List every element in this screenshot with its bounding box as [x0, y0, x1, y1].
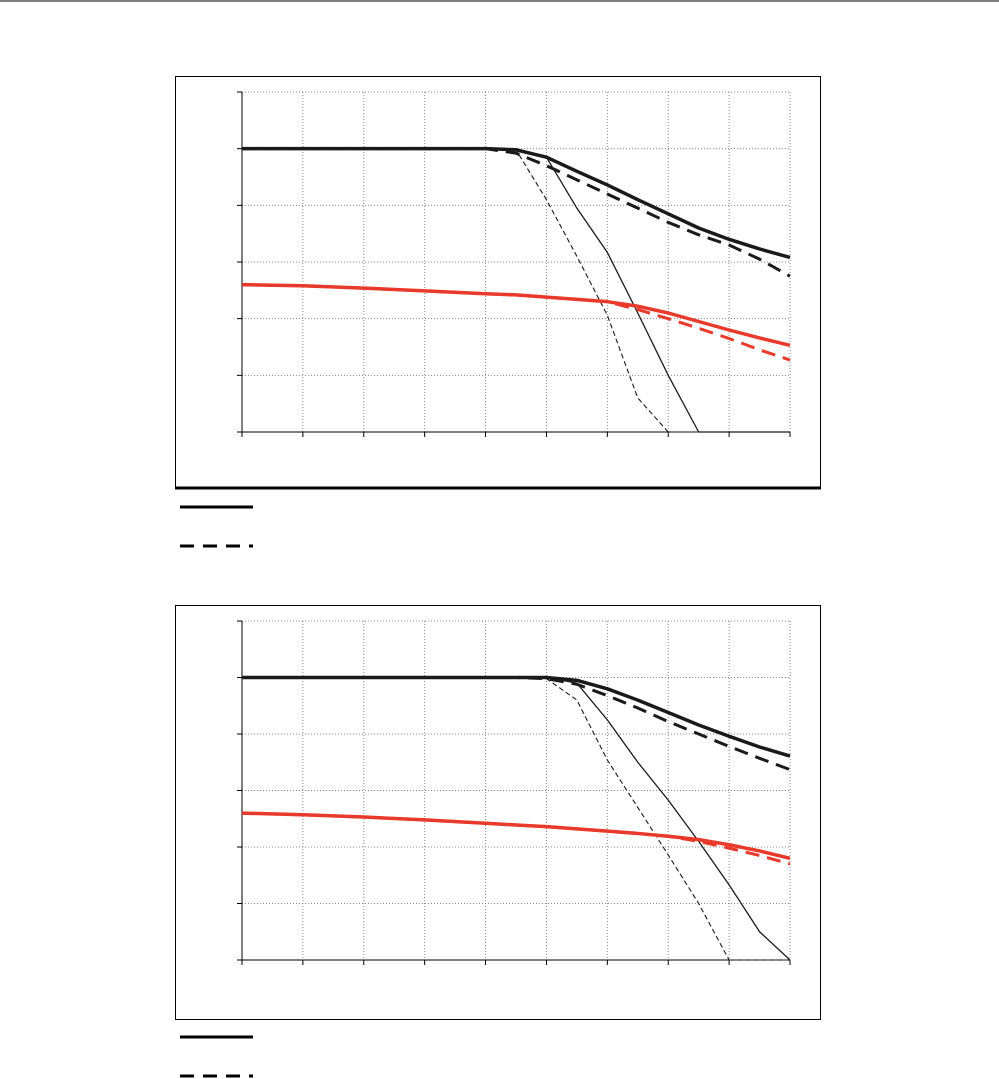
- chart-frame: [175, 605, 821, 1020]
- series-line: [242, 148, 790, 433]
- series-line: [241, 811, 791, 861]
- series-line: [241, 811, 791, 866]
- series-line: [242, 676, 790, 961]
- chart-frame: [175, 76, 821, 488]
- series-line: [242, 676, 791, 961]
- series-line: [242, 147, 791, 278]
- series-line: [242, 148, 790, 433]
- series-line: [242, 146, 791, 260]
- series-line: [242, 675, 791, 758]
- series-line: [242, 676, 791, 772]
- series-line: [241, 283, 791, 362]
